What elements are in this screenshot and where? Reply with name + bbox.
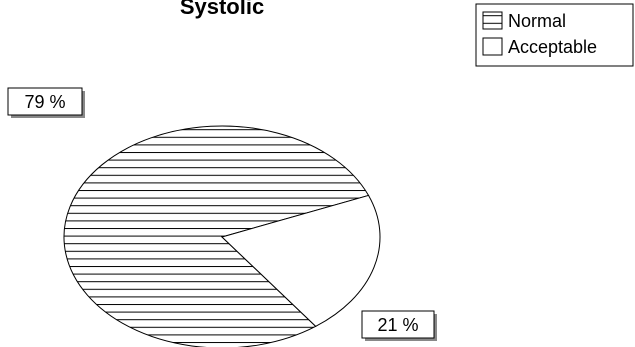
data-label-normal: 79 % <box>7 87 85 118</box>
legend: Normal Acceptable <box>475 3 634 67</box>
pie-slices <box>63 125 381 347</box>
pie-slice-normal <box>63 125 370 347</box>
chart-title: Systolic <box>180 0 264 19</box>
legend-label-acceptable: Acceptable <box>508 37 597 57</box>
legend-swatch-normal <box>482 11 503 30</box>
data-label-text: 79 % <box>24 92 65 112</box>
data-label-text: 21 % <box>377 315 418 335</box>
data-label-acceptable: 21 % <box>361 310 437 341</box>
legend-label-normal: Normal <box>508 11 566 31</box>
legend-swatch-acceptable <box>482 37 503 56</box>
pie-slice-acceptable <box>221 194 381 327</box>
pie-data-labels: 79 % 21 % <box>7 87 437 341</box>
legend-box <box>475 3 634 67</box>
